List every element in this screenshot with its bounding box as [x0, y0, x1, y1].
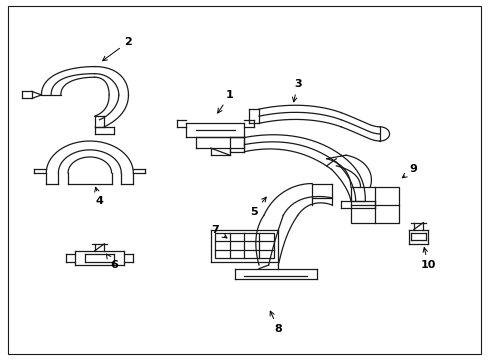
Text: 6: 6 [106, 254, 118, 270]
Text: 5: 5 [250, 197, 265, 217]
Text: 4: 4 [95, 187, 103, 206]
Bar [350, 187, 398, 222]
Text: 2: 2 [102, 37, 132, 61]
Text: 3: 3 [292, 79, 301, 102]
Text: 9: 9 [402, 165, 417, 178]
Bar [215, 233, 273, 258]
Text: 8: 8 [269, 311, 282, 334]
Text: 7: 7 [211, 225, 226, 238]
Text: 1: 1 [217, 90, 233, 113]
Text: 10: 10 [420, 248, 435, 270]
